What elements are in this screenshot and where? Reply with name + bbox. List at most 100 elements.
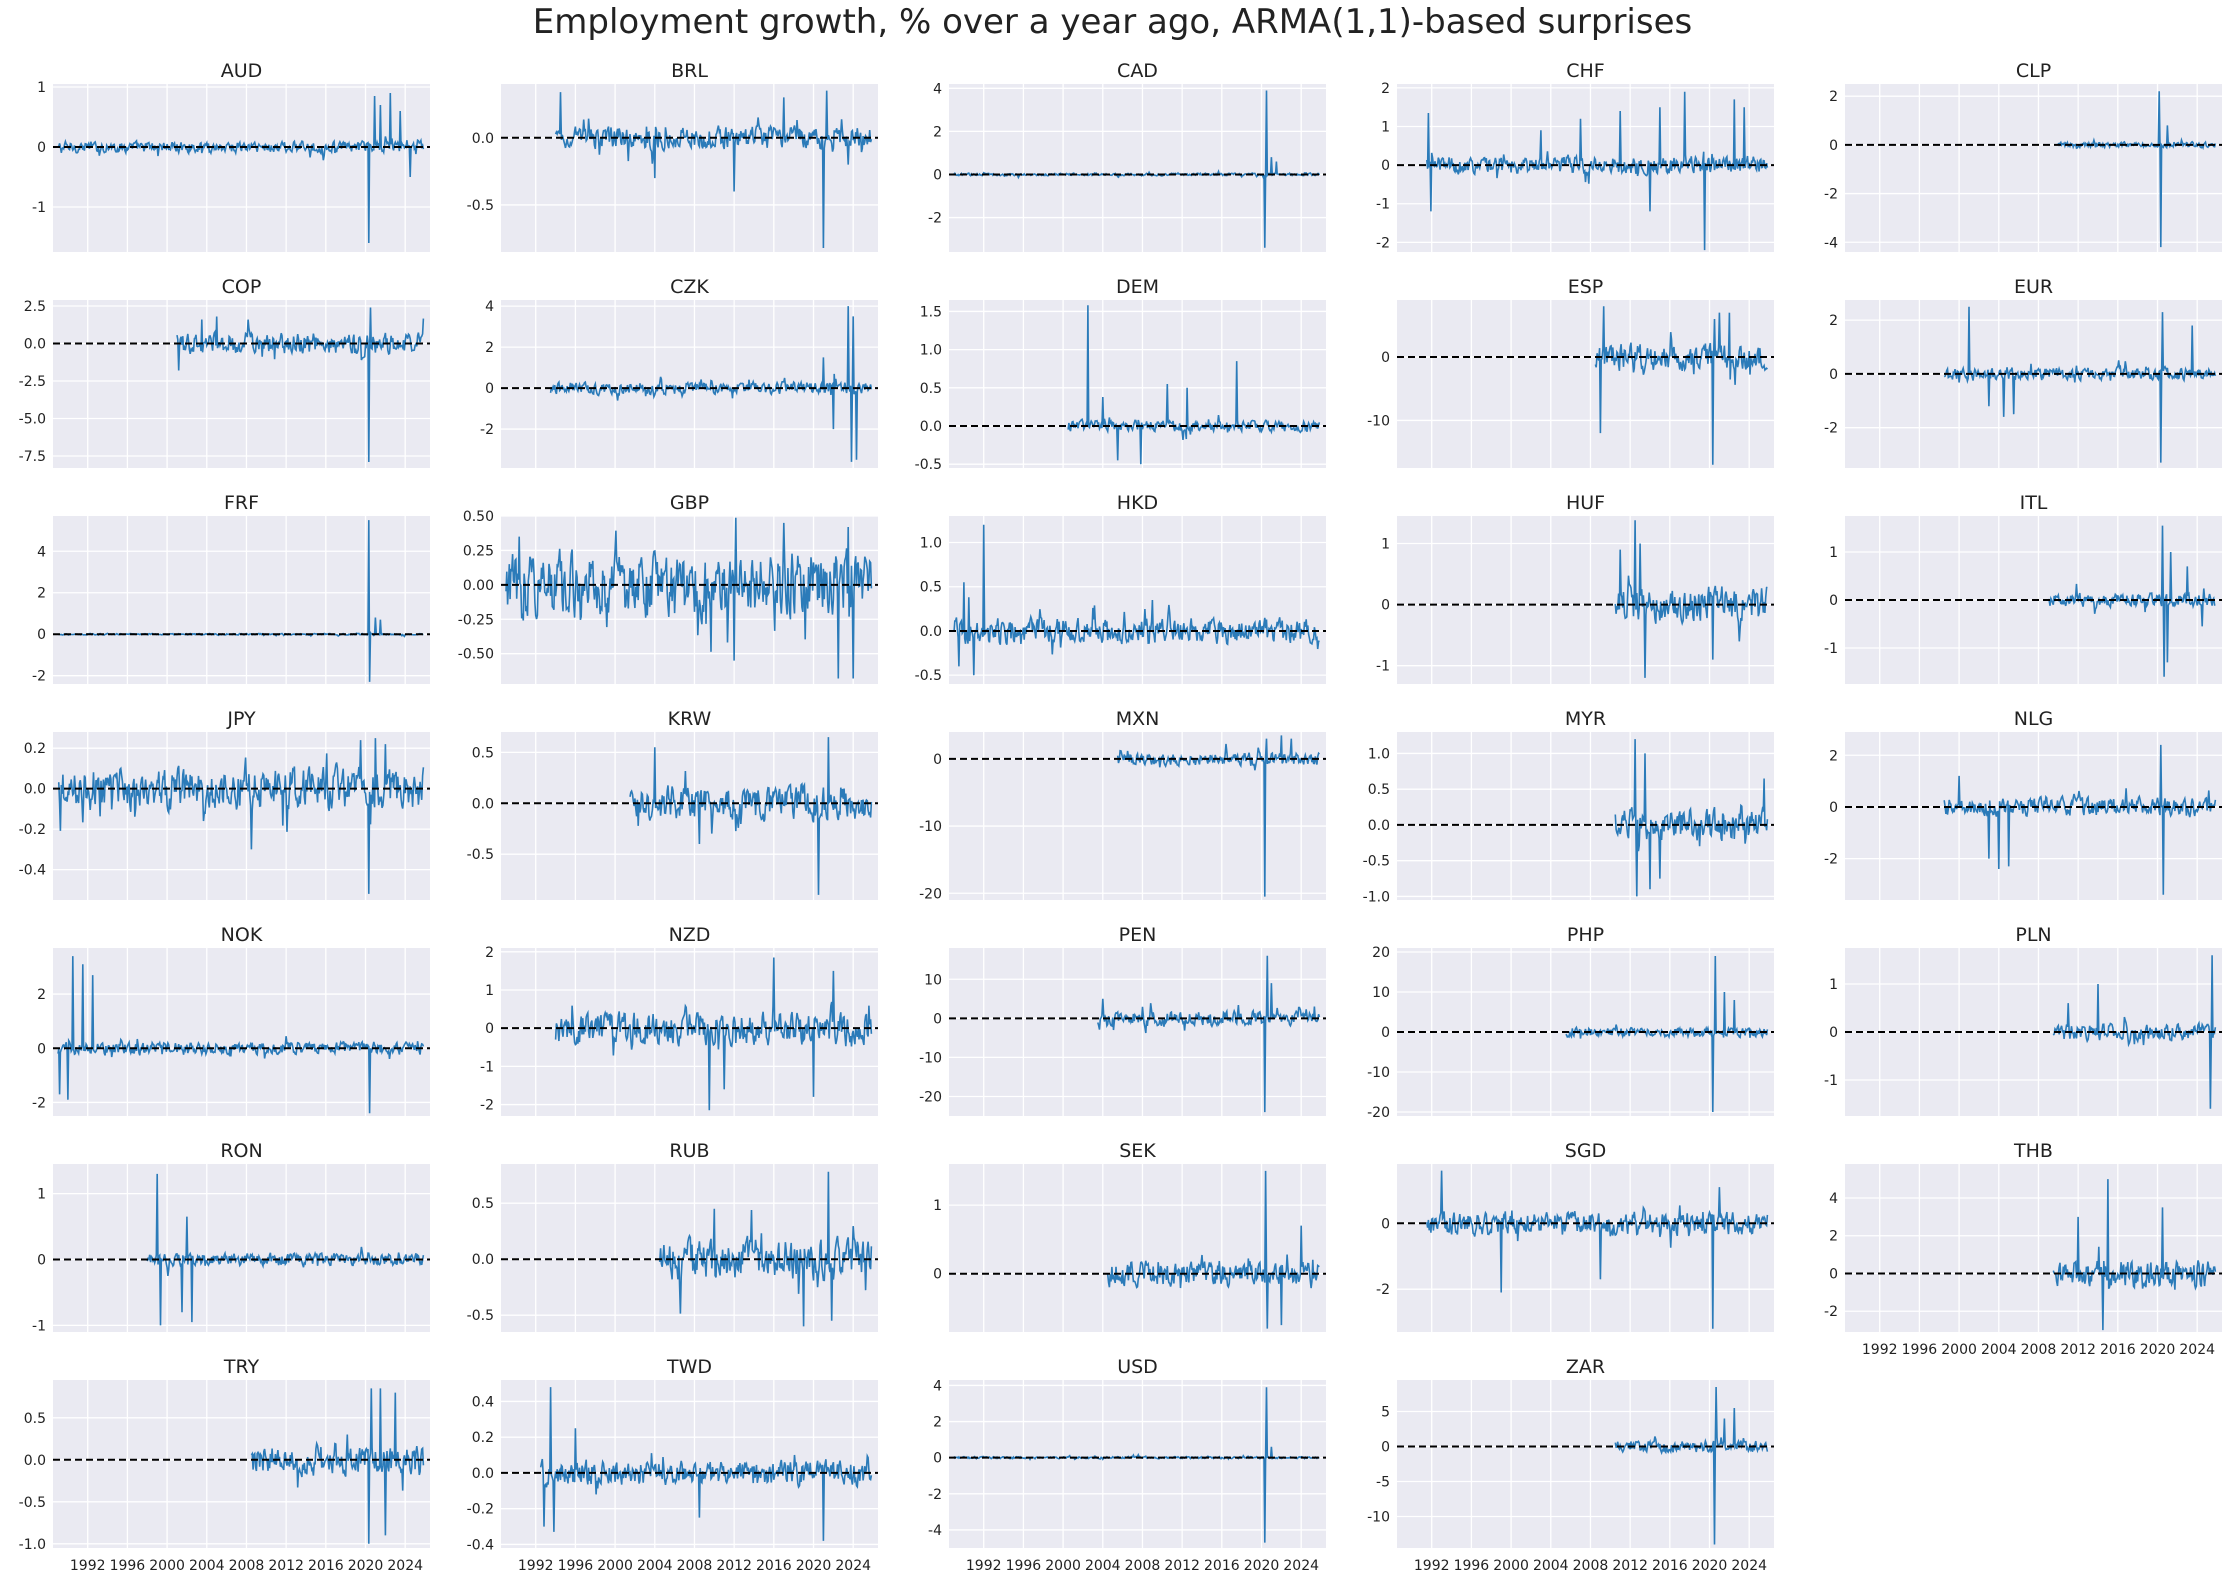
x-tick-label: 2008 bbox=[229, 1558, 265, 1574]
y-tick-label: 2 bbox=[1829, 89, 1838, 105]
y-tick-label: 0.0 bbox=[1368, 818, 1390, 834]
panel-title: BRL bbox=[671, 60, 708, 82]
y-tick-label: -2 bbox=[480, 422, 494, 438]
y-tick-label: 0 bbox=[1381, 158, 1390, 174]
panel-title: ESP bbox=[1568, 276, 1604, 298]
panel-background bbox=[949, 948, 1326, 1116]
y-tick-label: 0 bbox=[485, 1021, 494, 1037]
y-tick-label: -20 bbox=[919, 886, 942, 902]
y-tick-label: 0.5 bbox=[472, 745, 494, 761]
panel-jpy: 0.2 0.0 -0.2 -0.4 JPY bbox=[19, 708, 430, 900]
panel-esp: 0 -10 ESP bbox=[1367, 276, 1774, 468]
y-tick-label: 0.0 bbox=[24, 337, 46, 353]
x-tick-label: 2008 bbox=[1125, 1558, 1161, 1574]
y-tick-label: 1 bbox=[1829, 545, 1838, 561]
panel-sek: 1 0 SEK bbox=[933, 1140, 1326, 1332]
panel-title: CHF bbox=[1566, 60, 1604, 82]
series-line bbox=[505, 517, 873, 679]
y-tick-label: 0 bbox=[37, 1253, 46, 1269]
panel-dem: 1.5 1.0 0.5 0.0 -0.5 DEM bbox=[915, 276, 1326, 473]
x-tick-label: 1996 bbox=[1902, 1342, 1938, 1358]
y-tick-label: -2 bbox=[928, 1487, 942, 1503]
y-tick-label: 2 bbox=[1829, 313, 1838, 329]
panel-huf: 1 0 -1 HUF bbox=[1376, 492, 1774, 684]
y-tick-label: 0 bbox=[933, 1451, 942, 1467]
y-tick-label: 20 bbox=[1372, 945, 1390, 961]
x-tick-label: 1996 bbox=[1454, 1558, 1490, 1574]
x-tick-label: 2000 bbox=[1493, 1558, 1529, 1574]
series-line bbox=[250, 1388, 425, 1544]
y-tick-label: 0.00 bbox=[463, 578, 494, 594]
series-line bbox=[549, 306, 873, 462]
panel-frf: 4 2 0 -2 FRF bbox=[32, 492, 430, 685]
y-tick-label: -2 bbox=[32, 1095, 46, 1111]
y-tick-label: 2 bbox=[1381, 81, 1390, 97]
panel-background bbox=[53, 300, 430, 468]
series-line bbox=[57, 738, 425, 894]
y-tick-label: -2 bbox=[32, 669, 46, 685]
y-tick-label: -2 bbox=[1824, 187, 1838, 203]
y-tick-label: 1 bbox=[1381, 119, 1390, 135]
panel-title: EUR bbox=[2014, 276, 2053, 298]
panel-background bbox=[53, 516, 430, 684]
panel-title: SGD bbox=[1565, 1140, 1606, 1162]
x-tick-label: 2024 bbox=[835, 1558, 871, 1574]
y-tick-label: 0.0 bbox=[472, 131, 494, 147]
y-tick-label: 4 bbox=[37, 544, 46, 560]
panel-title: TWD bbox=[666, 1356, 712, 1378]
y-tick-label: -20 bbox=[919, 1089, 942, 1105]
series-line bbox=[2052, 1179, 2217, 1331]
y-tick-label: -1.0 bbox=[1363, 889, 1390, 905]
y-tick-label: -10 bbox=[1367, 413, 1390, 429]
panel-title: NOK bbox=[221, 924, 263, 946]
y-tick-label: -1 bbox=[1824, 641, 1838, 657]
y-tick-label: 0 bbox=[1829, 1025, 1838, 1041]
panel-title: COP bbox=[222, 276, 262, 298]
series-line bbox=[1943, 744, 2217, 895]
y-tick-label: -2 bbox=[480, 1098, 494, 1114]
x-tick-label: 2008 bbox=[677, 1558, 713, 1574]
series-line bbox=[2052, 955, 2217, 1109]
y-tick-label: 0 bbox=[933, 1267, 942, 1283]
y-tick-label: 5 bbox=[1381, 1405, 1390, 1421]
panel-title: AUD bbox=[221, 60, 263, 82]
y-tick-label: -10 bbox=[1367, 1065, 1390, 1081]
panel-title: SEK bbox=[1119, 1140, 1156, 1162]
panel-title: MYR bbox=[1565, 708, 1606, 730]
panel-nok: 2 0 -2 NOK bbox=[32, 924, 430, 1116]
panel-background bbox=[949, 84, 1326, 252]
x-tick-label: 1992 bbox=[70, 1558, 106, 1574]
panel-title: RON bbox=[220, 1140, 262, 1162]
y-tick-label: 1 bbox=[1381, 536, 1390, 552]
x-tick-label: 1996 bbox=[110, 1558, 146, 1574]
y-tick-label: 0.5 bbox=[472, 1196, 494, 1212]
panel-background bbox=[949, 1164, 1326, 1332]
y-tick-label: -2 bbox=[1376, 235, 1390, 251]
x-tick-label: 2012 bbox=[1164, 1558, 1200, 1574]
panel-title: ZAR bbox=[1566, 1356, 1605, 1378]
panel-pen: 10 0 -10 -20 PEN bbox=[919, 924, 1326, 1116]
y-tick-label: 10 bbox=[1372, 985, 1390, 1001]
x-tick-label: 2012 bbox=[716, 1558, 752, 1574]
panel-background bbox=[1397, 732, 1774, 900]
y-tick-label: 2 bbox=[933, 1415, 942, 1431]
panel-rub: 0.5 0.0 -0.5 RUB bbox=[467, 1140, 878, 1332]
panel-krw: 0.5 0.0 -0.5 KRW bbox=[467, 708, 878, 900]
y-tick-label: -0.4 bbox=[19, 863, 46, 879]
series-line bbox=[57, 92, 425, 244]
panel-brl: 0.0 -0.5 BRL bbox=[467, 60, 878, 252]
y-tick-label: 0 bbox=[37, 140, 46, 156]
x-tick-label: 2012 bbox=[268, 1558, 304, 1574]
x-tick-label: 2000 bbox=[149, 1558, 185, 1574]
y-tick-label: 2 bbox=[485, 945, 494, 961]
panel-hkd: 1.0 0.5 0.0 -0.5 HKD bbox=[915, 492, 1326, 684]
y-tick-label: 0 bbox=[1829, 138, 1838, 154]
panel-mxn: 0 -10 -20 MXN bbox=[919, 708, 1326, 902]
x-tick-label: 2008 bbox=[2021, 1342, 2057, 1358]
y-tick-label: 0 bbox=[1381, 1025, 1390, 1041]
panel-background bbox=[949, 1380, 1326, 1548]
y-tick-label: -5.0 bbox=[19, 412, 46, 428]
x-tick-label: 2020 bbox=[348, 1558, 384, 1574]
